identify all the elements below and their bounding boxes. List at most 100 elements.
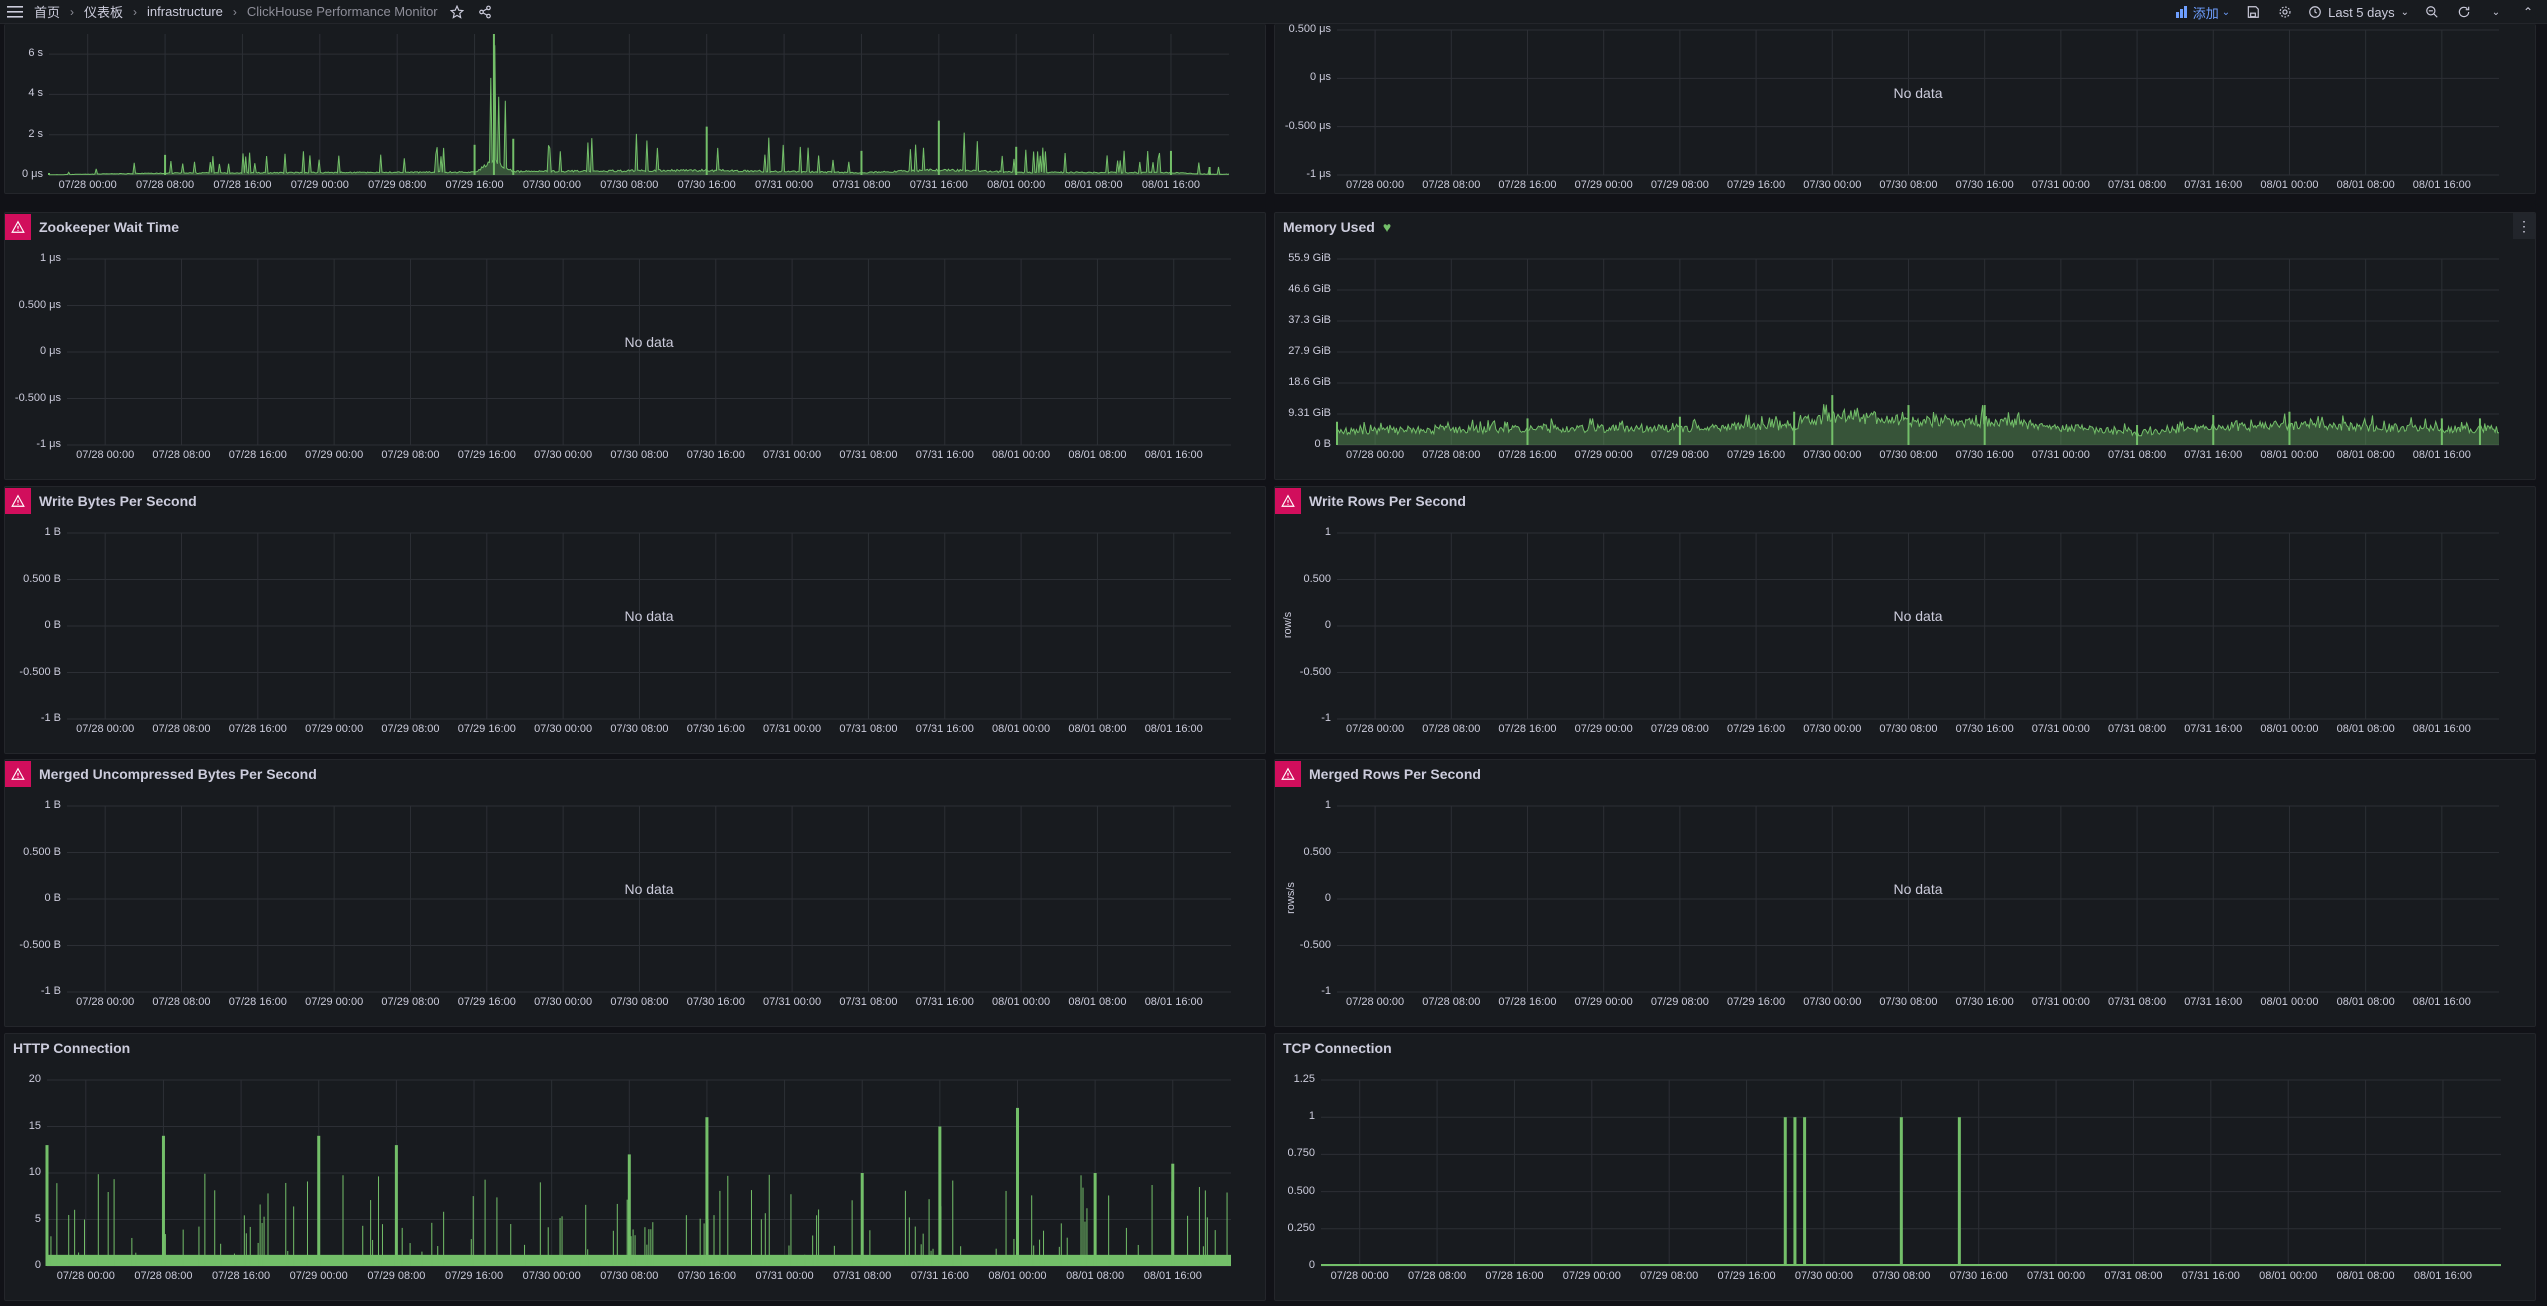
x-tick-label: 07/28 00:00	[1330, 1270, 1389, 1282]
x-tick-label: 07/28 16:00	[1498, 449, 1557, 461]
refresh-interval-chevron-icon[interactable]: ⌄	[2491, 6, 2501, 18]
share-icon[interactable]	[476, 3, 494, 21]
add-button[interactable]: 添加 ⌄	[2175, 3, 2230, 22]
time-range-picker[interactable]: Last 5 days ⌄	[2308, 5, 2409, 20]
series-bar	[1093, 1173, 1097, 1266]
x-tick-label: 07/28 16:00	[212, 1270, 271, 1282]
x-tick-label: 07/30 08:00	[1879, 449, 1938, 461]
y-tick-label: -0.500	[1299, 665, 1331, 678]
x-tick-label: 07/29 00:00	[305, 996, 364, 1008]
x-tick-label: 08/01 16:00	[2413, 1270, 2473, 1282]
breadcrumb-folder[interactable]: infrastructure	[147, 4, 223, 19]
x-tick-label: 07/28 08:00	[1422, 179, 1481, 191]
panel-title[interactable]: Zookeeper Wait Time	[39, 219, 180, 235]
panel-title[interactable]: Merged Rows Per Second	[1309, 766, 1481, 782]
x-tick-label: 07/30 08:00	[610, 996, 669, 1008]
x-tick-label: 07/31 08:00	[2108, 996, 2167, 1008]
heart-health-icon[interactable]: ♥	[1382, 219, 1392, 235]
y-tick-label: -1 μs	[1306, 168, 1331, 180]
x-tick-label: 07/28 08:00	[1408, 1270, 1467, 1282]
x-tick-label: 07/31 08:00	[2108, 723, 2167, 735]
y-axis-unit-label: row/s	[1282, 611, 1295, 639]
y-tick-label: 4 s	[28, 87, 43, 100]
y-tick-label: 18.6 GiB	[1288, 376, 1331, 388]
chart-svg	[1337, 29, 2499, 176]
alert-warning-icon[interactable]	[1275, 488, 1301, 514]
zoom-out-icon[interactable]	[2423, 3, 2441, 21]
chart-svg	[1337, 805, 2499, 993]
panel-title[interactable]: HTTP Connection	[13, 1040, 131, 1056]
x-tick-label: 07/28 16:00	[228, 449, 287, 461]
x-tick-label: 07/29 16:00	[457, 449, 516, 461]
no-data-message: No data	[1893, 608, 1943, 624]
x-tick-label: 07/30 08:00	[600, 179, 659, 191]
breadcrumb-home[interactable]: 首页	[34, 5, 61, 20]
y-tick-label: 20	[28, 1073, 41, 1085]
x-tick-label: 07/30 16:00	[1955, 179, 2014, 191]
y-tick-label: 0.500 B	[23, 845, 61, 858]
series-bar	[1793, 1117, 1797, 1266]
x-tick-label: 07/29 08:00	[1650, 179, 1709, 191]
y-tick-label: 1 B	[44, 526, 61, 538]
y-tick-label: 0	[34, 1259, 41, 1271]
alert-warning-icon[interactable]	[5, 214, 31, 240]
menu-icon[interactable]	[6, 3, 24, 21]
x-tick-label: 07/29 16:00	[1727, 449, 1786, 461]
y-tick-label: 0 μs	[21, 168, 43, 180]
x-tick-label: 07/30 16:00	[1955, 449, 2014, 461]
series-base-band	[47, 1254, 1231, 1266]
series-bar	[394, 1145, 398, 1266]
panel-title[interactable]: Write Bytes Per Second	[39, 493, 197, 509]
refresh-icon[interactable]	[2455, 3, 2473, 21]
x-tick-label: 08/01 16:00	[2412, 179, 2471, 191]
series-bar	[317, 1135, 321, 1266]
series-bar	[1803, 1117, 1807, 1266]
x-tick-label: 08/01 00:00	[2260, 996, 2319, 1008]
x-tick-label: 07/29 00:00	[1574, 179, 1633, 191]
x-tick-label: 07/31 16:00	[2184, 449, 2243, 461]
alert-warning-icon[interactable]	[5, 761, 31, 787]
panel-merged-bytes: Merged Uncompressed Bytes Per Second 1 B…	[4, 759, 1266, 1027]
alert-warning-icon[interactable]	[1275, 761, 1301, 787]
series-bar	[1899, 1117, 1903, 1266]
panel-menu-icon[interactable]: ⋮	[2513, 213, 2535, 239]
panel-title[interactable]: TCP Connection	[1283, 1040, 1392, 1056]
x-tick-label: 07/30 00:00	[534, 996, 593, 1008]
x-tick-label: 07/28 00:00	[56, 1270, 115, 1282]
breadcrumb-dashboards[interactable]: 仪表板	[84, 5, 124, 20]
x-tick-label: 07/31 00:00	[763, 449, 822, 461]
panel-title[interactable]: Memory Used	[1283, 219, 1375, 235]
x-tick-label: 07/30 16:00	[677, 1270, 736, 1282]
save-icon[interactable]	[2244, 3, 2262, 21]
star-icon[interactable]	[448, 3, 466, 21]
x-tick-label: 07/29 00:00	[1574, 996, 1633, 1008]
y-tick-label: 55.9 GiB	[1288, 252, 1331, 264]
x-tick-label: 07/31 00:00	[2031, 723, 2090, 735]
panel-title[interactable]: Merged Uncompressed Bytes Per Second	[39, 766, 317, 782]
x-tick-label: 07/30 00:00	[1803, 996, 1862, 1008]
x-tick-label: 07/31 16:00	[915, 723, 974, 735]
x-tick-label: 08/01 16:00	[2412, 449, 2471, 461]
x-tick-label: 07/31 08:00	[2108, 179, 2167, 191]
y-tick-label: 0.500 B	[23, 572, 61, 585]
x-tick-label: 07/30 00:00	[1803, 449, 1862, 461]
x-tick-label: 08/01 00:00	[2260, 723, 2319, 735]
x-tick-label: 07/29 16:00	[1727, 723, 1786, 735]
series-bar	[860, 1173, 864, 1266]
x-tick-label: 07/31 00:00	[763, 996, 822, 1008]
chart-svg	[48, 34, 1230, 176]
x-tick-label: 07/30 16:00	[686, 996, 745, 1008]
settings-gear-icon[interactable]	[2276, 3, 2294, 21]
y-tick-label: 0	[1308, 1259, 1315, 1271]
panel-title[interactable]: Write Rows Per Second	[1309, 493, 1466, 509]
x-tick-label: 08/01 08:00	[2336, 996, 2395, 1008]
alert-warning-icon[interactable]	[5, 488, 31, 514]
x-tick-label: 07/29 08:00	[381, 449, 440, 461]
panel-write-bytes: Write Bytes Per Second 1 B 0.500 B 0 B -0.5…	[4, 486, 1266, 754]
x-tick-label: 07/30 08:00	[1872, 1270, 1931, 1282]
collapse-chevron-up-icon[interactable]: ⌃	[2522, 5, 2534, 19]
y-tick-label: 15	[28, 1119, 41, 1132]
x-tick-label: 08/01 16:00	[1144, 449, 1203, 461]
no-data-message: No data	[1893, 881, 1943, 897]
y-tick-label: 0	[1324, 619, 1331, 631]
